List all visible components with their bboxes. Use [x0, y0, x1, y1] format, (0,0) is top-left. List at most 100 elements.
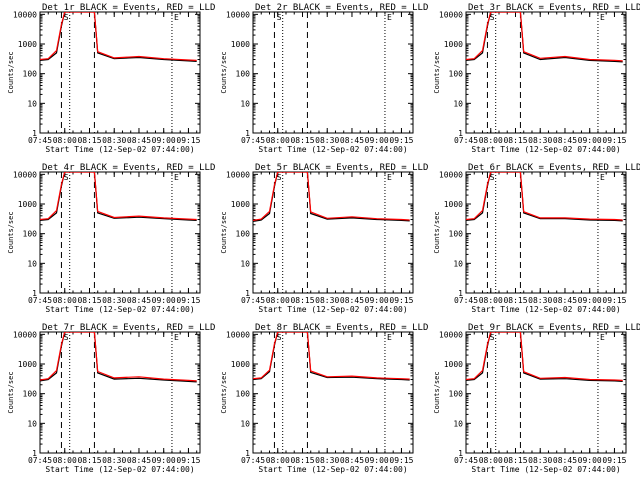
x-tick-label: 09:00 — [152, 456, 176, 465]
panel-9: Det 9r BLACK = Events, RED = LLD 1 10 100 10… — [433, 323, 640, 474]
series-line-events — [466, 172, 623, 222]
y-tick-label: 10 — [240, 419, 250, 428]
y-tick-label: 1 — [458, 449, 463, 458]
y-tick-label: 1 — [245, 449, 250, 458]
x-tick-label: 08:15 — [290, 296, 314, 305]
end-annotation: E — [174, 173, 179, 182]
y-axis-label: Counts/sec — [433, 51, 441, 93]
y-tick-label: 10000 — [13, 10, 37, 19]
y-tick-label: 100 — [236, 230, 251, 239]
start-annotation: S — [490, 333, 495, 342]
end-annotation: E — [174, 333, 179, 342]
series-line-lld — [253, 172, 410, 221]
y-tick-label: 1 — [245, 289, 250, 298]
x-tick-label: 09:15 — [176, 456, 200, 465]
end-annotation: E — [387, 173, 392, 182]
x-axis-label: Start Time (12-Sep-02 07:44:00) — [258, 465, 407, 474]
x-tick-label: 08:30 — [315, 456, 339, 465]
x-tick-label: 08:30 — [102, 456, 126, 465]
panel-4: Det 4r BLACK = Events, RED = LLD 1 10 100 10… — [7, 163, 215, 314]
start-annotation: S — [64, 13, 69, 22]
x-tick-label: 07:45 — [241, 136, 265, 145]
y-axis-label: Counts/sec — [220, 211, 228, 253]
x-tick-label: 08:00 — [479, 456, 503, 465]
x-axis-label: Start Time (12-Sep-02 07:44:00) — [471, 305, 620, 314]
series-line-events — [253, 332, 410, 381]
y-tick-label: 1000 — [231, 200, 250, 209]
y-axis-label: Counts/sec — [7, 211, 15, 253]
end-annotation: E — [387, 13, 392, 22]
y-tick-label: 10 — [27, 419, 37, 428]
panel-2: Det 2r BLACK = Events, RED = LLD 1 10 100 10… — [220, 3, 428, 154]
y-tick-label: 100 — [449, 390, 464, 399]
y-tick-label: 1 — [458, 289, 463, 298]
plot-frame — [465, 171, 627, 294]
x-tick-label: 08:15 — [503, 136, 527, 145]
panel-3: Det 3r BLACK = Events, RED = LLD 1 10 100 10… — [433, 3, 640, 154]
series-line-events — [40, 332, 197, 383]
y-tick-label: 1 — [32, 129, 37, 138]
x-tick-label: 08:30 — [528, 296, 552, 305]
y-tick-label: 1000 — [18, 40, 37, 49]
plot-frame — [252, 331, 414, 454]
x-tick-label: 08:15 — [77, 456, 101, 465]
panel-title: Det 4r BLACK = Events, RED = LLD — [42, 163, 215, 173]
y-tick-label: 1000 — [444, 360, 463, 369]
x-tick-label: 08:15 — [290, 456, 314, 465]
x-tick-label: 08:00 — [266, 136, 290, 145]
start-annotation: S — [64, 333, 69, 342]
x-tick-label: 08:30 — [315, 136, 339, 145]
x-tick-label: 09:15 — [176, 136, 200, 145]
y-tick-label: 100 — [236, 390, 251, 399]
x-tick-label: 09:15 — [389, 456, 413, 465]
x-tick-label: 09:15 — [389, 136, 413, 145]
start-annotation: S — [277, 333, 282, 342]
panel-8: Det 8r BLACK = Events, RED = LLD 1 10 100 10… — [220, 323, 428, 474]
x-tick-label: 08:00 — [53, 456, 77, 465]
x-axis-label: Start Time (12-Sep-02 07:44:00) — [45, 465, 194, 474]
plot-frame — [39, 171, 201, 294]
x-tick-label: 08:00 — [266, 456, 290, 465]
end-annotation: E — [387, 333, 392, 342]
y-tick-label: 100 — [449, 70, 464, 79]
x-tick-label: 09:00 — [578, 296, 602, 305]
y-tick-label: 1000 — [18, 200, 37, 209]
x-tick-label: 09:00 — [578, 136, 602, 145]
x-tick-label: 09:15 — [602, 136, 626, 145]
x-tick-label: 08:45 — [340, 456, 364, 465]
y-tick-label: 10 — [453, 259, 463, 268]
y-tick-label: 10 — [27, 259, 37, 268]
x-tick-label: 09:00 — [365, 456, 389, 465]
x-tick-label: 07:45 — [454, 136, 478, 145]
series-line-events — [40, 172, 197, 221]
y-tick-label: 1 — [245, 129, 250, 138]
panel-title: Det 8r BLACK = Events, RED = LLD — [255, 323, 428, 333]
x-tick-label: 07:45 — [28, 456, 52, 465]
panel-7: Det 7r BLACK = Events, RED = LLD 1 10 100 10… — [7, 323, 215, 474]
plot-frame — [465, 11, 627, 134]
x-axis-label: Start Time (12-Sep-02 07:44:00) — [471, 465, 620, 474]
y-tick-label: 1000 — [18, 360, 37, 369]
y-axis-label: Counts/sec — [433, 371, 441, 413]
y-tick-label: 10 — [240, 99, 250, 108]
plot-frame — [465, 331, 627, 454]
x-tick-label: 07:45 — [241, 456, 265, 465]
x-tick-label: 08:45 — [553, 456, 577, 465]
x-axis-label: Start Time (12-Sep-02 07:44:00) — [45, 305, 194, 314]
y-tick-label: 10000 — [226, 330, 250, 339]
plot-frame — [39, 331, 201, 454]
x-tick-label: 09:00 — [365, 296, 389, 305]
y-tick-label: 10 — [453, 419, 463, 428]
x-tick-label: 08:30 — [102, 296, 126, 305]
x-tick-label: 08:45 — [553, 296, 577, 305]
start-annotation: S — [277, 13, 282, 22]
y-tick-label: 10000 — [439, 170, 463, 179]
x-axis-label: Start Time (12-Sep-02 07:44:00) — [258, 145, 407, 154]
series-line-events — [253, 172, 410, 222]
x-tick-label: 08:45 — [127, 136, 151, 145]
x-axis-label: Start Time (12-Sep-02 07:44:00) — [45, 145, 194, 154]
panel-6: Det 6r BLACK = Events, RED = LLD 1 10 100 10… — [433, 163, 640, 314]
y-axis-label: Counts/sec — [220, 51, 228, 93]
x-tick-label: 07:45 — [28, 136, 52, 145]
x-tick-label: 09:00 — [152, 296, 176, 305]
